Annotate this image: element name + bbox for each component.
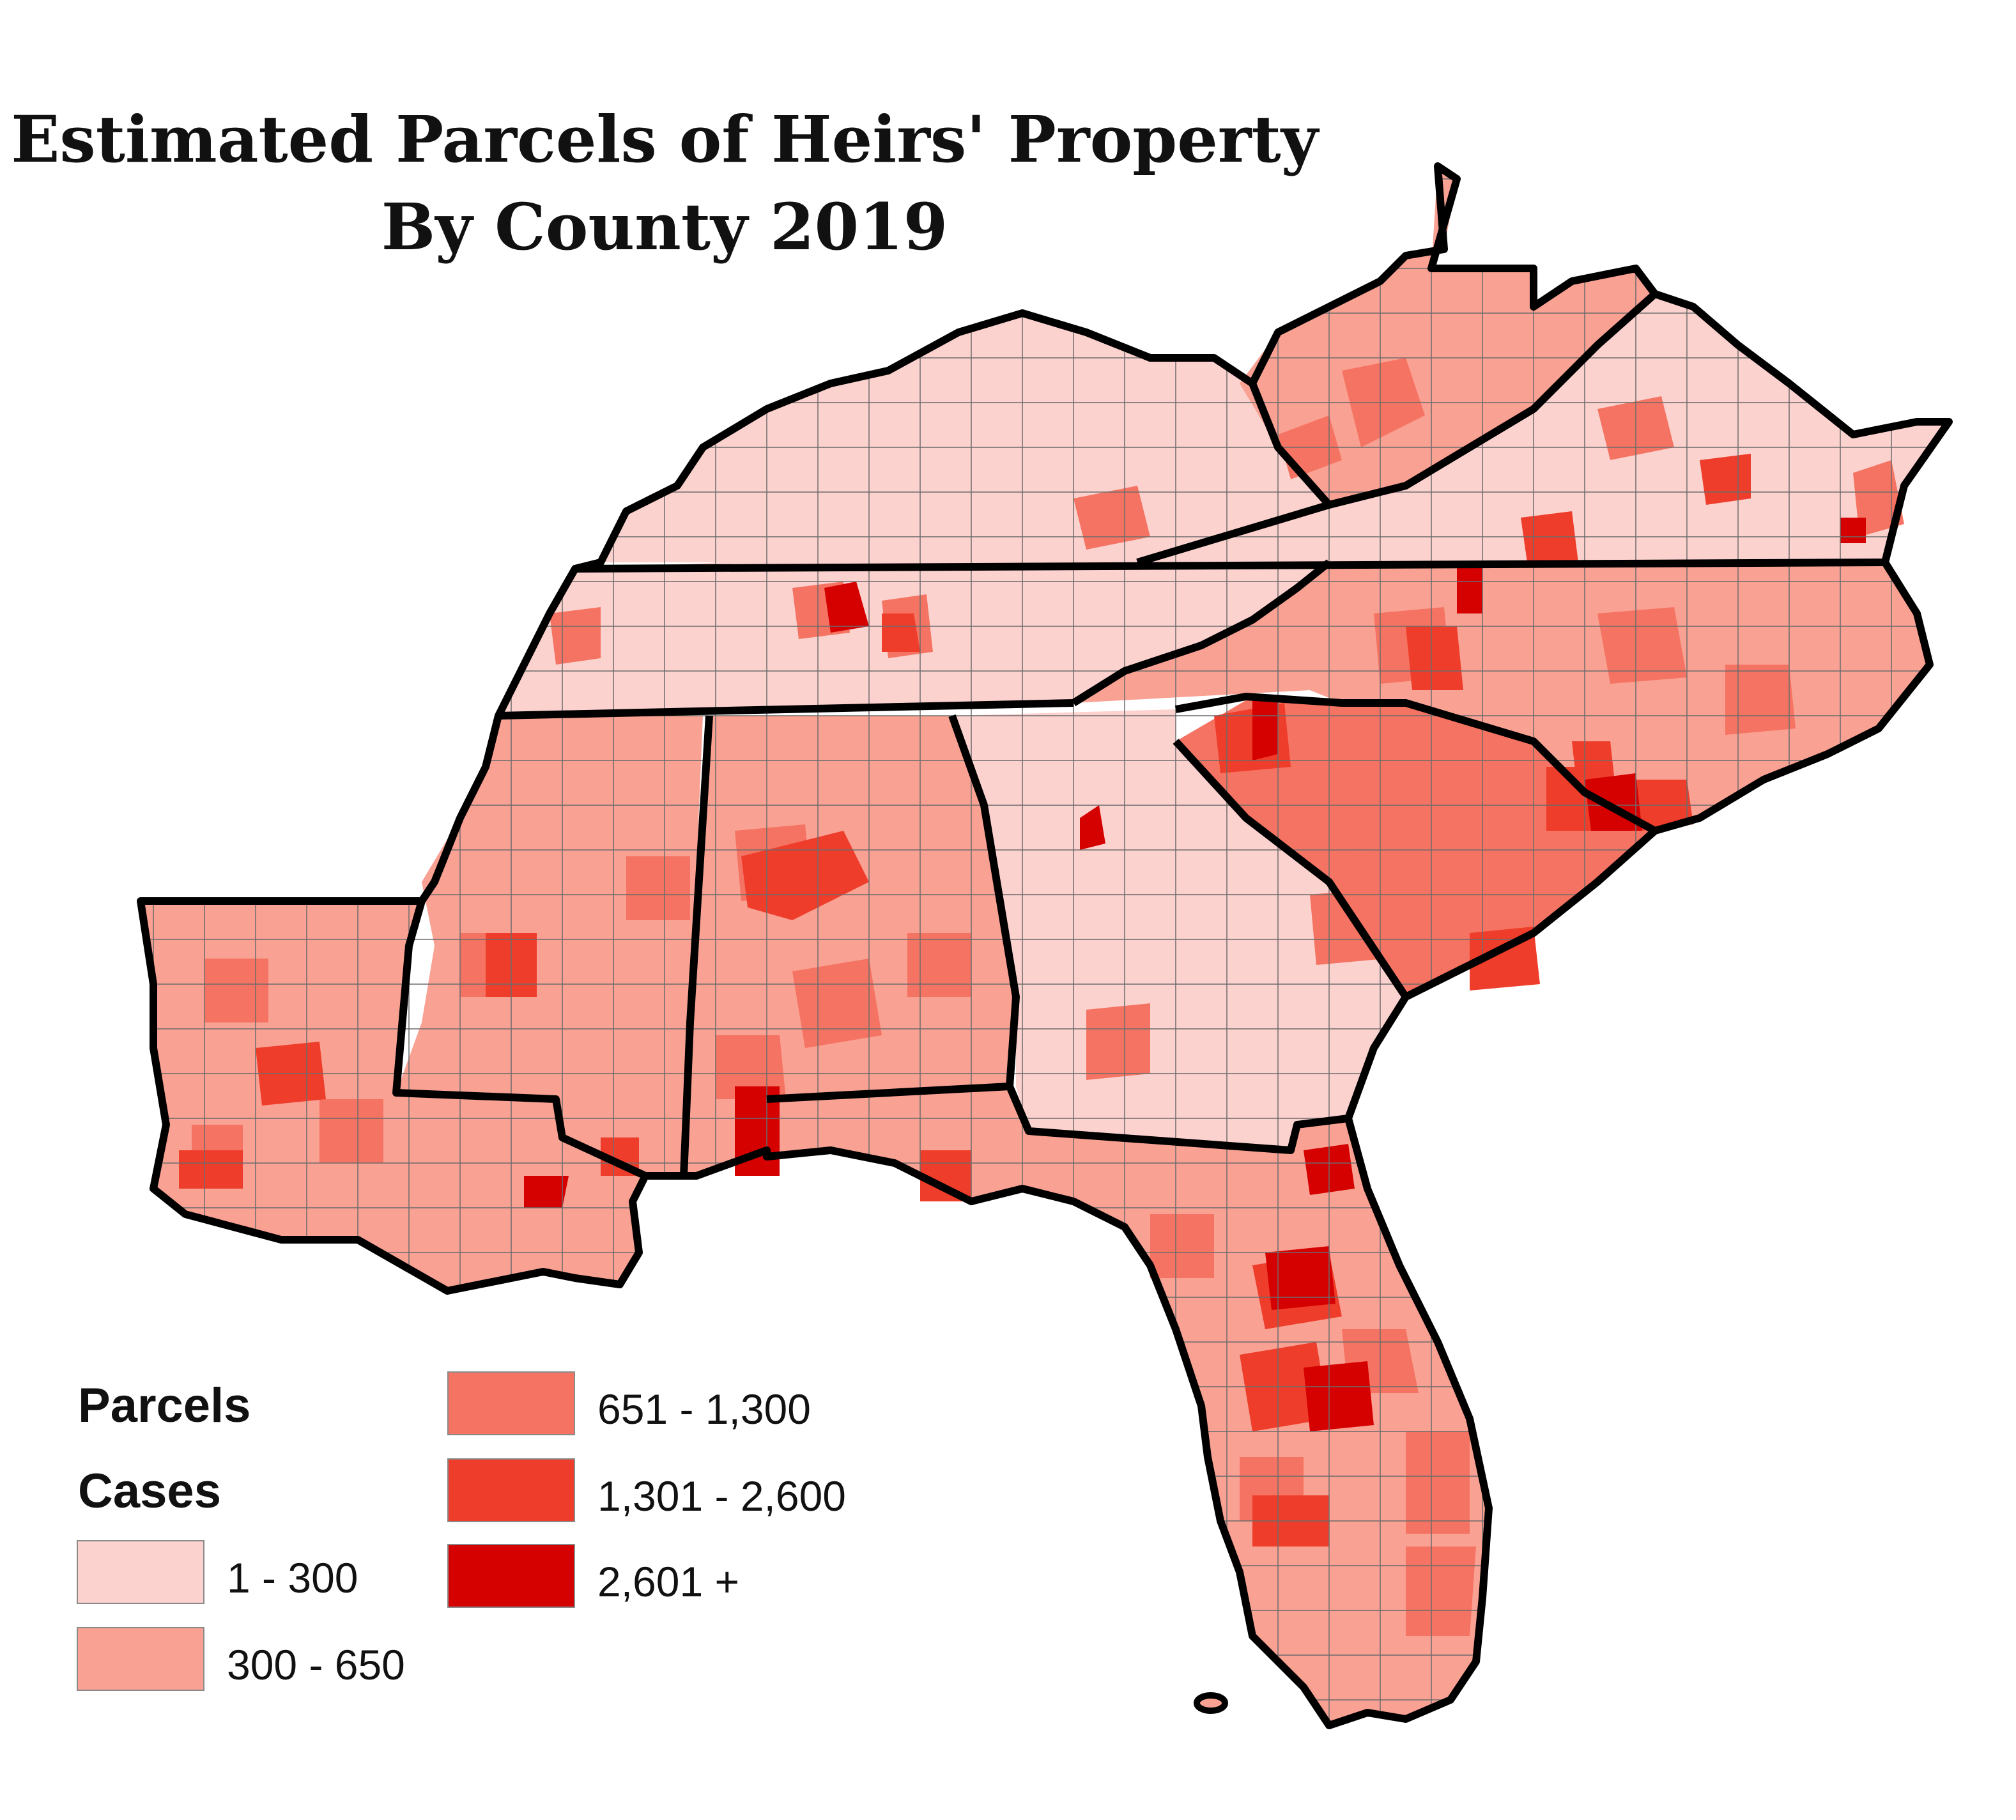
legend-swatch-651-1300 [447,1371,575,1435]
legend-label-2601-plus: 2,601 + [597,1558,740,1605]
map-title-line-1: Estimated Parcels of Heirs' Property [11,102,1318,177]
legend-label-1-300: 1 - 300 [227,1554,358,1601]
legend-swatch-1-300 [77,1540,204,1604]
state-outlines [137,162,1953,1729]
legend-heading-cases: Cases [78,1464,221,1518]
legend-label-300-650: 300 - 650 [227,1641,405,1688]
map-title-line-2: By County 2019 [381,189,948,265]
legend-swatch-1301-2600 [447,1458,575,1522]
island-shape [1194,1692,1228,1714]
legend-swatch-2601-plus [447,1544,575,1608]
legend-label-651-1300: 651 - 1,300 [597,1385,811,1433]
legend-swatch-300-650 [77,1627,204,1691]
legend-label-1301-2600: 1,301 - 2,600 [597,1472,846,1520]
legend-heading-parcels: Parcels [78,1378,251,1433]
